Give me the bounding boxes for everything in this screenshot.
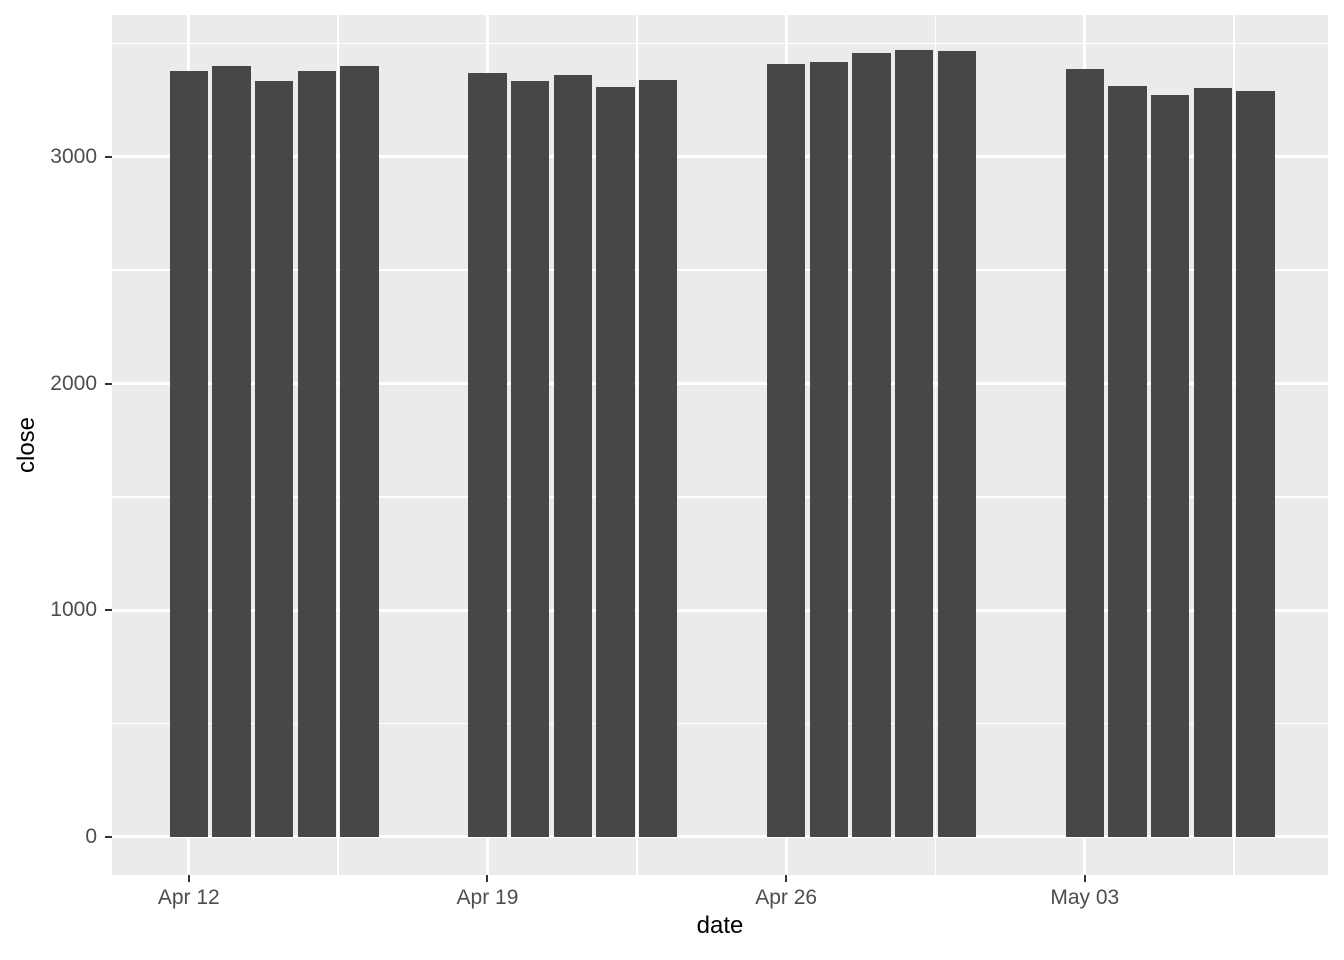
bar-apr-21: [553, 74, 592, 837]
bar-apr-29: [894, 50, 934, 837]
y-axis-title: close: [13, 416, 40, 474]
y-tick-label: 3000: [50, 144, 97, 168]
x-tick-label: May 03: [1050, 886, 1120, 909]
bar-apr-28: [852, 52, 891, 837]
bar-apr-12: [169, 70, 208, 837]
gridline-minor-horizontal: [112, 496, 1328, 498]
x-tick-mark: [187, 875, 190, 882]
bar-apr-20: [510, 80, 550, 837]
y-tick-label: 0: [85, 824, 97, 848]
gridline-major-horizontal: [112, 835, 1328, 839]
gridline-major-horizontal: [112, 608, 1328, 612]
gridline-minor-vertical: [1233, 15, 1235, 875]
x-tick-mark: [1083, 875, 1086, 882]
x-tick-label: Apr 12: [157, 886, 220, 909]
gridline-minor-vertical: [636, 15, 638, 875]
gridline-minor-horizontal: [112, 722, 1328, 725]
y-tick-label: 1000: [50, 598, 97, 622]
y-tick-mark: [105, 155, 112, 158]
y-tick-mark: [105, 835, 112, 838]
x-tick-label: Apr 19: [456, 886, 519, 909]
bar-may-03: [1065, 69, 1104, 837]
x-axis-title: date: [696, 912, 744, 939]
bar-apr-15: [297, 70, 336, 837]
gridline-major-horizontal: [112, 382, 1328, 386]
bar-apr-23: [638, 79, 678, 837]
gridline-minor-vertical: [934, 15, 937, 875]
gridline-minor-vertical: [337, 15, 339, 875]
bar-apr-22: [596, 86, 635, 837]
gridline-minor-horizontal: [112, 269, 1328, 271]
y-tick-mark: [105, 382, 112, 385]
x-tick-mark: [486, 875, 489, 882]
bar-apr-14: [254, 81, 294, 837]
y-tick-label: 2000: [50, 371, 97, 395]
y-tick-mark: [105, 609, 112, 612]
bar-apr-13: [212, 66, 251, 837]
gridline-major-horizontal: [112, 155, 1328, 159]
gridline-minor-horizontal: [112, 42, 1328, 45]
bar-may-05: [1150, 95, 1190, 837]
x-tick-label: Apr 26: [755, 886, 818, 909]
bar-apr-27: [809, 62, 848, 837]
bar-apr-19: [468, 72, 507, 837]
plot-panel: [112, 15, 1328, 875]
bar-may-06: [1193, 87, 1232, 837]
bar-may-07: [1236, 90, 1275, 837]
bar-apr-16: [340, 66, 379, 837]
bar-may-04: [1108, 86, 1147, 837]
bar-apr-30: [937, 51, 976, 837]
bar-apr-26: [766, 64, 806, 837]
x-tick-mark: [785, 875, 788, 882]
